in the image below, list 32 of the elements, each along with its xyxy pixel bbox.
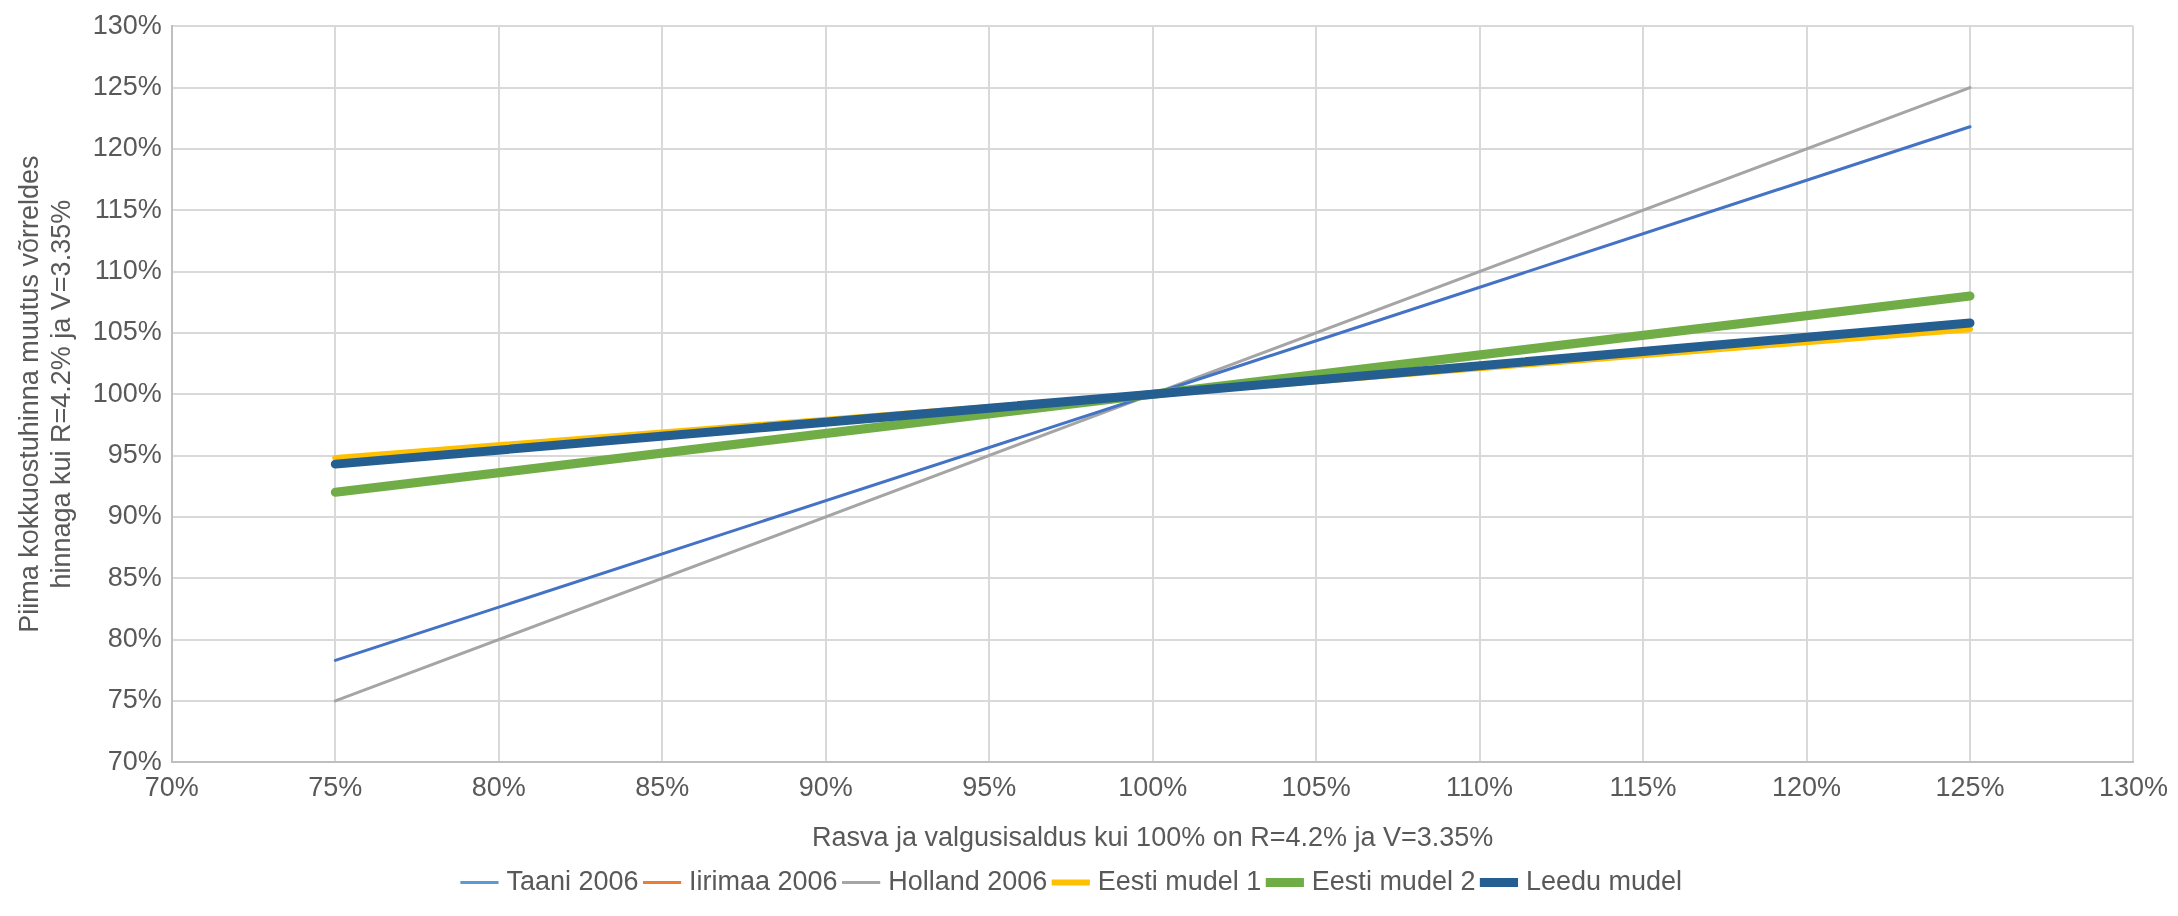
x-tick-label: 130%: [2098, 771, 2168, 802]
x-tick-label: 125%: [1935, 771, 2005, 802]
y-tick-label: 90%: [107, 500, 162, 531]
x-tick-label: 105%: [1281, 771, 1351, 802]
x-tick-label: 115%: [1609, 771, 1677, 802]
x-tick-label: 85%: [635, 771, 690, 802]
legend-label: Eesti mudel 2: [1311, 865, 1476, 896]
y-tick-label: 95%: [107, 438, 162, 469]
legend-label: Leedu mudel: [1525, 865, 1683, 896]
y-tick-label: 130%: [92, 9, 162, 40]
legend-label: Taani 2006: [506, 865, 639, 896]
x-tick-label: 110%: [1446, 771, 1514, 802]
legend-label: Eesti mudel 1: [1097, 865, 1262, 896]
y-tick-label: 110%: [94, 254, 162, 285]
y-tick-label: 115%: [94, 193, 162, 224]
y-tick-label: 120%: [92, 132, 162, 163]
y-tick-label: 100%: [92, 377, 162, 408]
y-axis-title: Piima kokkuostuhinna muutus võrreldes hinnaga kui R=4.2% ja V=3.35%: [13, 155, 77, 633]
x-tick-label: 95%: [962, 771, 1017, 802]
legend-label: Iirimaa 2006: [689, 865, 838, 896]
x-tick-label: 90%: [798, 771, 853, 802]
x-tick-label: 120%: [1772, 771, 1842, 802]
x-axis-title: Rasva ja valgusisaldus kui 100% on R=4.2% ja V=3.35%: [811, 822, 1494, 853]
x-tick-label: 80%: [471, 771, 526, 802]
x-tick-label: 100%: [1118, 771, 1188, 802]
legend-label: Holland 2006: [888, 865, 1048, 896]
y-tick-label: 75%: [107, 684, 162, 715]
y-tick-label: 80%: [107, 622, 162, 653]
y-tick-label: 125%: [92, 70, 162, 101]
y-tick-label: 105%: [92, 316, 162, 347]
x-tick-label: 75%: [308, 771, 363, 802]
y-tick-label: 85%: [107, 561, 162, 592]
